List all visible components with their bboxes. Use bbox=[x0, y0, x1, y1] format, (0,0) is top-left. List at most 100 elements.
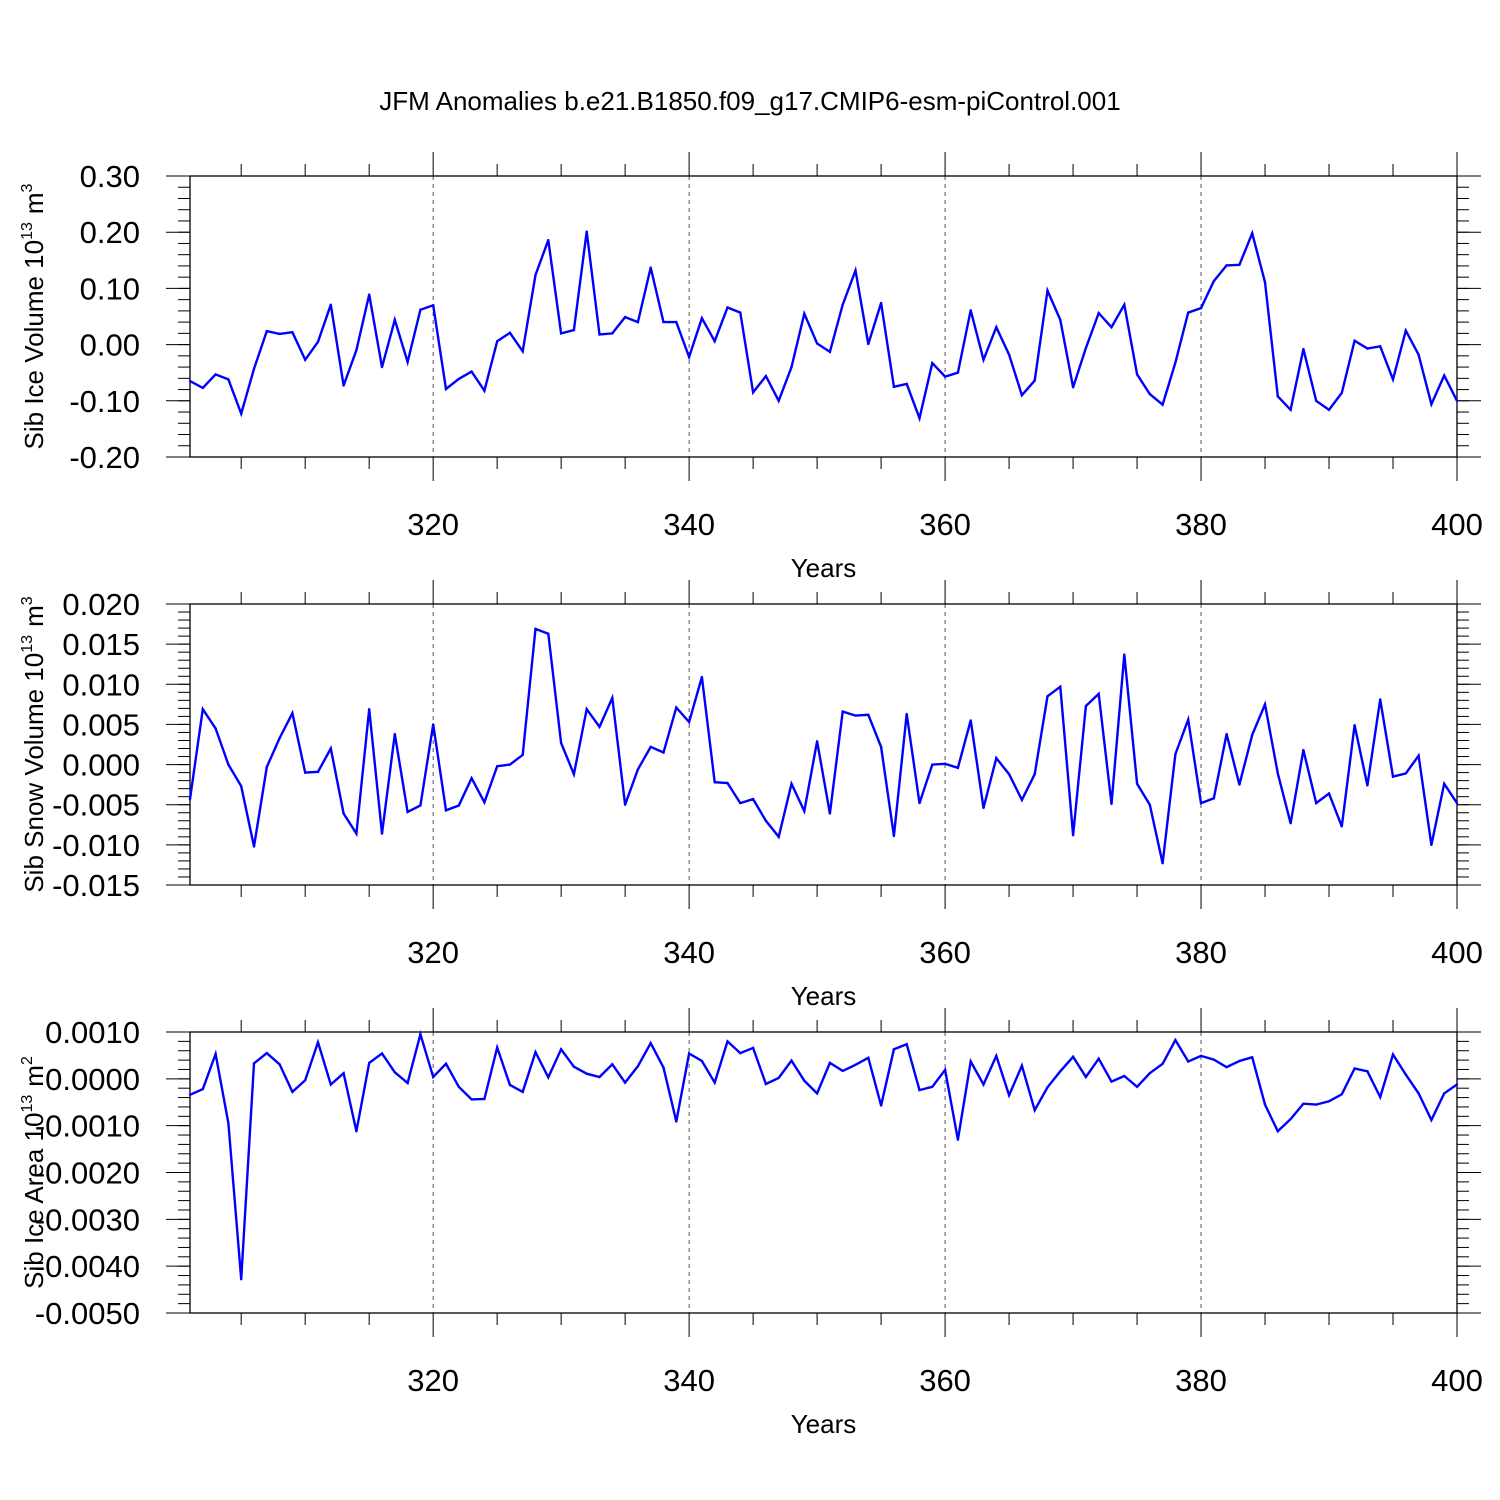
snow-volume-data-point bbox=[1148, 803, 1152, 806]
snow-volume-plot-frame bbox=[189, 603, 1458, 886]
ice-area-data-point bbox=[380, 1052, 384, 1055]
snow-volume-y-tick-label: 0.015 bbox=[62, 627, 140, 662]
ice-area-data-point bbox=[1340, 1093, 1344, 1096]
ice-volume-data-point bbox=[534, 273, 537, 277]
ice-area-data-point bbox=[943, 1068, 947, 1072]
ice-volume-data-point bbox=[1455, 399, 1459, 402]
ice-volume-y-axis-label-unit: m bbox=[19, 192, 49, 214]
snow-volume-y-tick-label: -0.005 bbox=[52, 788, 140, 823]
snow-volume-data-point bbox=[1443, 782, 1446, 785]
ice-area-data-point bbox=[534, 1050, 537, 1054]
ice-area-data-point bbox=[201, 1087, 204, 1091]
ice-volume-data-point bbox=[1379, 345, 1382, 348]
snow-volume-data-point bbox=[316, 770, 320, 773]
ice-volume-data-point bbox=[227, 378, 230, 381]
ice-area-data-point bbox=[1391, 1053, 1395, 1056]
ice-area-data-point bbox=[291, 1090, 294, 1094]
ice-volume-data-point bbox=[1123, 303, 1126, 306]
ice-volume-data-point bbox=[1404, 329, 1408, 332]
snow-volume-data-point bbox=[214, 727, 217, 730]
ice-volume-data-point bbox=[841, 303, 844, 306]
ice-volume-data-point bbox=[1135, 373, 1139, 376]
ice-area-x-tick-label: 340 bbox=[663, 1363, 715, 1398]
ice-volume-data-point bbox=[278, 332, 281, 336]
ice-volume-data-point bbox=[1251, 232, 1254, 235]
ice-area-data-point bbox=[1084, 1075, 1088, 1079]
snow-volume-data-point bbox=[1020, 798, 1024, 802]
ice-area-data-point bbox=[1366, 1070, 1369, 1073]
ice-volume-data-point bbox=[316, 340, 320, 343]
snow-volume-data-point bbox=[508, 763, 512, 766]
ice-volume-data-point bbox=[304, 358, 307, 361]
snow-volume-x-axis-label: Years bbox=[791, 981, 857, 1011]
ice-area-data-point bbox=[355, 1130, 358, 1133]
ice-area-y-axis-label-text: Sib Ice Area 10 bbox=[19, 1113, 49, 1289]
ice-area-y-tick-label: -0.0010 bbox=[35, 1109, 140, 1144]
ice-volume-data-point bbox=[496, 340, 499, 343]
ice-volume-x-tick-label: 320 bbox=[407, 507, 459, 542]
snow-volume-data-point bbox=[611, 696, 614, 700]
snow-volume-data-point bbox=[598, 725, 601, 728]
ice-area-data-point bbox=[457, 1085, 460, 1089]
ice-area-data-point bbox=[841, 1069, 844, 1073]
snow-volume-data-point bbox=[982, 806, 985, 810]
ice-area-data-point bbox=[432, 1075, 435, 1079]
ice-area-data-point bbox=[623, 1081, 627, 1084]
ice-area-data-point bbox=[649, 1042, 652, 1045]
ice-volume-x-tick-label: 380 bbox=[1175, 507, 1227, 542]
ice-area-data-point bbox=[329, 1083, 332, 1086]
ice-area-data-point bbox=[995, 1054, 998, 1058]
snow-volume-data-point bbox=[252, 845, 256, 848]
ice-volume-data-point bbox=[700, 317, 704, 320]
ice-area-data-point bbox=[982, 1083, 985, 1086]
ice-area-data-point bbox=[304, 1079, 307, 1082]
ice-area-data-point bbox=[393, 1071, 396, 1074]
ice-area-data-point bbox=[1174, 1038, 1177, 1042]
ice-area-plot-frame bbox=[189, 1031, 1458, 1314]
ice-area-data-point bbox=[790, 1059, 793, 1062]
ice-area-data-point bbox=[777, 1076, 780, 1080]
ice-area-data-point bbox=[956, 1138, 960, 1141]
ice-area-data-point bbox=[1123, 1074, 1126, 1078]
ice-volume-data-point bbox=[521, 350, 524, 353]
snow-volume-data-point bbox=[956, 766, 960, 769]
snow-volume-data-point bbox=[201, 708, 204, 711]
snow-volume-data-point bbox=[1212, 797, 1216, 800]
ice-volume-data-point bbox=[252, 367, 256, 370]
snow-volume-data-point bbox=[342, 812, 345, 815]
ice-area-x-tick-label: 380 bbox=[1175, 1363, 1227, 1398]
ice-volume-data-point bbox=[188, 379, 192, 383]
ice-volume-data-point bbox=[1353, 339, 1356, 342]
snow-volume-data-point bbox=[969, 719, 972, 722]
snow-volume-data-point bbox=[240, 785, 243, 788]
ice-area-data-point bbox=[611, 1063, 614, 1066]
snow-volume-y-axis-label: Sib Snow Volume 1013 m3 bbox=[19, 596, 49, 892]
snow-volume-data-point bbox=[1135, 782, 1139, 785]
ice-area-data-point bbox=[1443, 1092, 1446, 1095]
snow-volume-x-tick-label: 400 bbox=[1431, 935, 1483, 970]
snow-volume-data-point bbox=[815, 740, 819, 743]
snow-volume-data-point bbox=[406, 810, 409, 814]
ice-volume-data-point bbox=[969, 309, 972, 312]
panel-sib-ice-area: -0.0050 -0.0040 -0.0030 -0.0020 -0.0010 0.000… bbox=[19, 1008, 1483, 1439]
snow-volume-y-axis-label-unit: m bbox=[19, 605, 49, 627]
ice-volume-y-axis-label-unit-exp: 3 bbox=[19, 183, 36, 192]
ice-volume-data-point bbox=[1059, 318, 1062, 322]
snow-volume-data-point bbox=[649, 745, 652, 749]
ice-area-data-point bbox=[803, 1079, 806, 1082]
ice-volume-data-point bbox=[1161, 403, 1164, 406]
ice-volume-data-point bbox=[790, 365, 793, 369]
ice-area-data-point bbox=[1212, 1058, 1216, 1061]
snow-volume-data-point bbox=[803, 809, 806, 813]
snow-volume-data-point bbox=[1302, 748, 1305, 752]
snow-volume-data-point bbox=[1199, 801, 1203, 805]
ice-volume-data-point bbox=[815, 342, 819, 345]
ice-volume-data-point bbox=[444, 387, 448, 391]
ice-volume-data-point bbox=[803, 312, 806, 315]
snow-volume-data-point bbox=[572, 773, 576, 776]
snow-volume-x-tick-label: 320 bbox=[407, 935, 459, 970]
ice-area-data-point bbox=[879, 1104, 883, 1107]
ice-area-data-point bbox=[240, 1278, 243, 1281]
ice-area-data-point bbox=[892, 1048, 896, 1051]
